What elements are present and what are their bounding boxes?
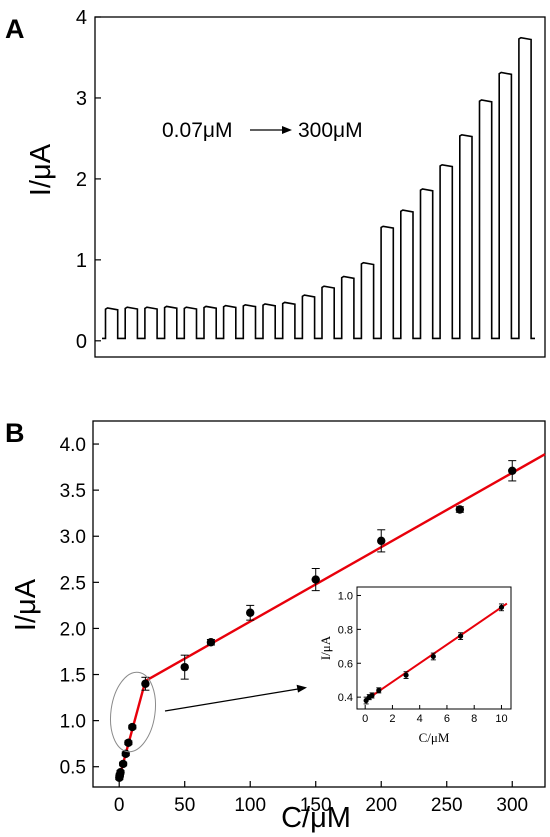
panel-b-x-tick-label: 200 bbox=[365, 795, 397, 816]
inset-pointer-arrow-shaft bbox=[164, 688, 299, 712]
inset-data-marker bbox=[403, 672, 409, 678]
panel-b-frame bbox=[92, 420, 546, 788]
inset-data-marker bbox=[498, 604, 505, 610]
inset-x-tick-label: 6 bbox=[444, 713, 450, 725]
panel-a-y-tick-label: 4 bbox=[76, 7, 87, 29]
inset-x-tick-label: 4 bbox=[417, 713, 423, 725]
inset-data-marker bbox=[363, 697, 369, 704]
data-point bbox=[206, 638, 216, 647]
data-point bbox=[455, 505, 465, 514]
panel-a-y-axis: 0 1 2 3 4 bbox=[76, 7, 101, 353]
panel-b-y-tick-label: 4.0 bbox=[60, 435, 86, 456]
data-marker bbox=[128, 722, 137, 732]
data-point bbox=[508, 460, 517, 482]
inset-chart: 0 2 4 6 8 10 0.4 0.6 0.8 1.0 C/μM I/μA bbox=[318, 586, 512, 745]
panel-b-x-axis: 0 50 100 150 200 250 300 bbox=[114, 781, 528, 816]
panel-a-y-label: I/μA bbox=[25, 143, 57, 196]
data-point bbox=[141, 676, 150, 691]
panel-a-y-tick-label: 2 bbox=[76, 169, 87, 191]
inset-pointer-arrowhead bbox=[296, 684, 307, 693]
inset-fit bbox=[364, 602, 508, 702]
amperometric-trace bbox=[102, 36, 535, 340]
inset-fit-line bbox=[364, 602, 508, 702]
panel-b: B 0 50 100 150 200 250 300 0.51.01.52.02.53.03… bbox=[5, 418, 546, 834]
concentration-annotation: 0.07μM 300μM bbox=[162, 119, 363, 142]
inset-data-point bbox=[369, 692, 375, 699]
low-range-highlight bbox=[110, 671, 156, 753]
inset-data-point bbox=[403, 671, 409, 679]
inset-x-tick-label: 2 bbox=[389, 713, 395, 725]
panel-b-x-tick-label: 300 bbox=[496, 795, 528, 816]
data-marker bbox=[508, 466, 517, 475]
data-point bbox=[124, 738, 133, 747]
panel-b-y-tick-label: 2.0 bbox=[60, 619, 86, 640]
data-marker bbox=[455, 505, 465, 514]
inset-y-axis: 0.4 0.6 0.8 1.0 bbox=[338, 590, 361, 704]
panel-b-x-tick-label: 50 bbox=[174, 795, 195, 816]
inset-y-label: I/μA bbox=[318, 635, 333, 660]
inset-data-marker bbox=[369, 692, 375, 699]
inset-y-tick-label: 0.6 bbox=[338, 658, 353, 670]
data-marker bbox=[311, 575, 320, 584]
inset-x-tick-label: 8 bbox=[471, 713, 477, 725]
data-marker bbox=[180, 662, 189, 672]
panel-b-x-label: C/μM bbox=[281, 802, 351, 834]
inset-data-point bbox=[376, 687, 382, 694]
data-point bbox=[128, 722, 137, 732]
annotation-start: 0.07μM bbox=[162, 119, 232, 142]
panel-b-x-tick-label: 150 bbox=[300, 795, 332, 816]
inset-data-marker bbox=[457, 633, 464, 639]
annotation-arrowhead bbox=[282, 126, 292, 134]
data-point bbox=[116, 768, 125, 777]
panel-b-y-axis: 0.5 1.0 1.5 2.0 2.5 3.0 3.5 4.0 bbox=[60, 435, 99, 779]
inset-x-label: C/μM bbox=[419, 730, 450, 745]
panel-b-y-tick-label: 1.0 bbox=[60, 712, 86, 733]
panel-b-label: B bbox=[5, 418, 25, 448]
data-marker bbox=[118, 759, 128, 769]
panel-a-y-tick-label: 1 bbox=[76, 250, 87, 272]
inset-data-point bbox=[498, 603, 505, 612]
panel-a-frame bbox=[94, 16, 546, 358]
data-point bbox=[118, 759, 128, 769]
inset-y-tick-label: 0.8 bbox=[338, 624, 353, 636]
inset-x-tick-label: 10 bbox=[495, 713, 507, 725]
inset-x-axis: 0 2 4 6 8 10 bbox=[362, 705, 508, 725]
inset-x-tick-label: 0 bbox=[362, 713, 368, 725]
annotation-end: 300μM bbox=[298, 119, 363, 142]
inset-data-marker bbox=[376, 687, 382, 693]
data-point bbox=[246, 604, 255, 621]
data-marker bbox=[377, 536, 386, 546]
inset-y-tick-label: 0.4 bbox=[338, 692, 353, 704]
inset-data-point bbox=[363, 696, 369, 705]
inset-data-point bbox=[457, 632, 464, 640]
panel-a: A 0 1 2 3 4 I/μA 0.07μM 300μM bbox=[5, 7, 546, 358]
panel-b-y-label: I/μA bbox=[10, 578, 42, 631]
inset-data-point bbox=[430, 652, 436, 661]
inset-points bbox=[363, 603, 505, 705]
data-marker bbox=[124, 738, 133, 747]
panel-b-y-tick-label: 2.5 bbox=[60, 573, 86, 594]
panel-b-y-tick-label: 0.5 bbox=[60, 758, 86, 779]
panel-a-y-tick-label: 3 bbox=[76, 88, 87, 110]
inset-data-marker bbox=[430, 653, 436, 660]
panel-b-x-tick-label: 0 bbox=[114, 795, 125, 816]
panel-b-y-tick-label: 3.0 bbox=[60, 527, 86, 548]
panel-b-y-tick-label: 3.5 bbox=[60, 481, 86, 502]
data-point bbox=[180, 654, 189, 680]
inset-y-tick-label: 1.0 bbox=[338, 590, 353, 602]
data-marker bbox=[116, 768, 125, 777]
data-marker bbox=[141, 679, 150, 688]
data-point bbox=[311, 568, 320, 592]
panel-b-points bbox=[115, 460, 517, 782]
data-marker bbox=[206, 638, 216, 647]
panel-b-x-tick-label: 250 bbox=[431, 795, 463, 816]
panel-a-label: A bbox=[5, 14, 25, 44]
panel-b-y-tick-label: 1.5 bbox=[60, 666, 86, 687]
panel-a-y-tick-label: 0 bbox=[76, 331, 87, 353]
data-marker bbox=[246, 608, 255, 617]
data-point bbox=[377, 529, 386, 553]
panel-b-x-tick-label: 100 bbox=[234, 795, 266, 816]
